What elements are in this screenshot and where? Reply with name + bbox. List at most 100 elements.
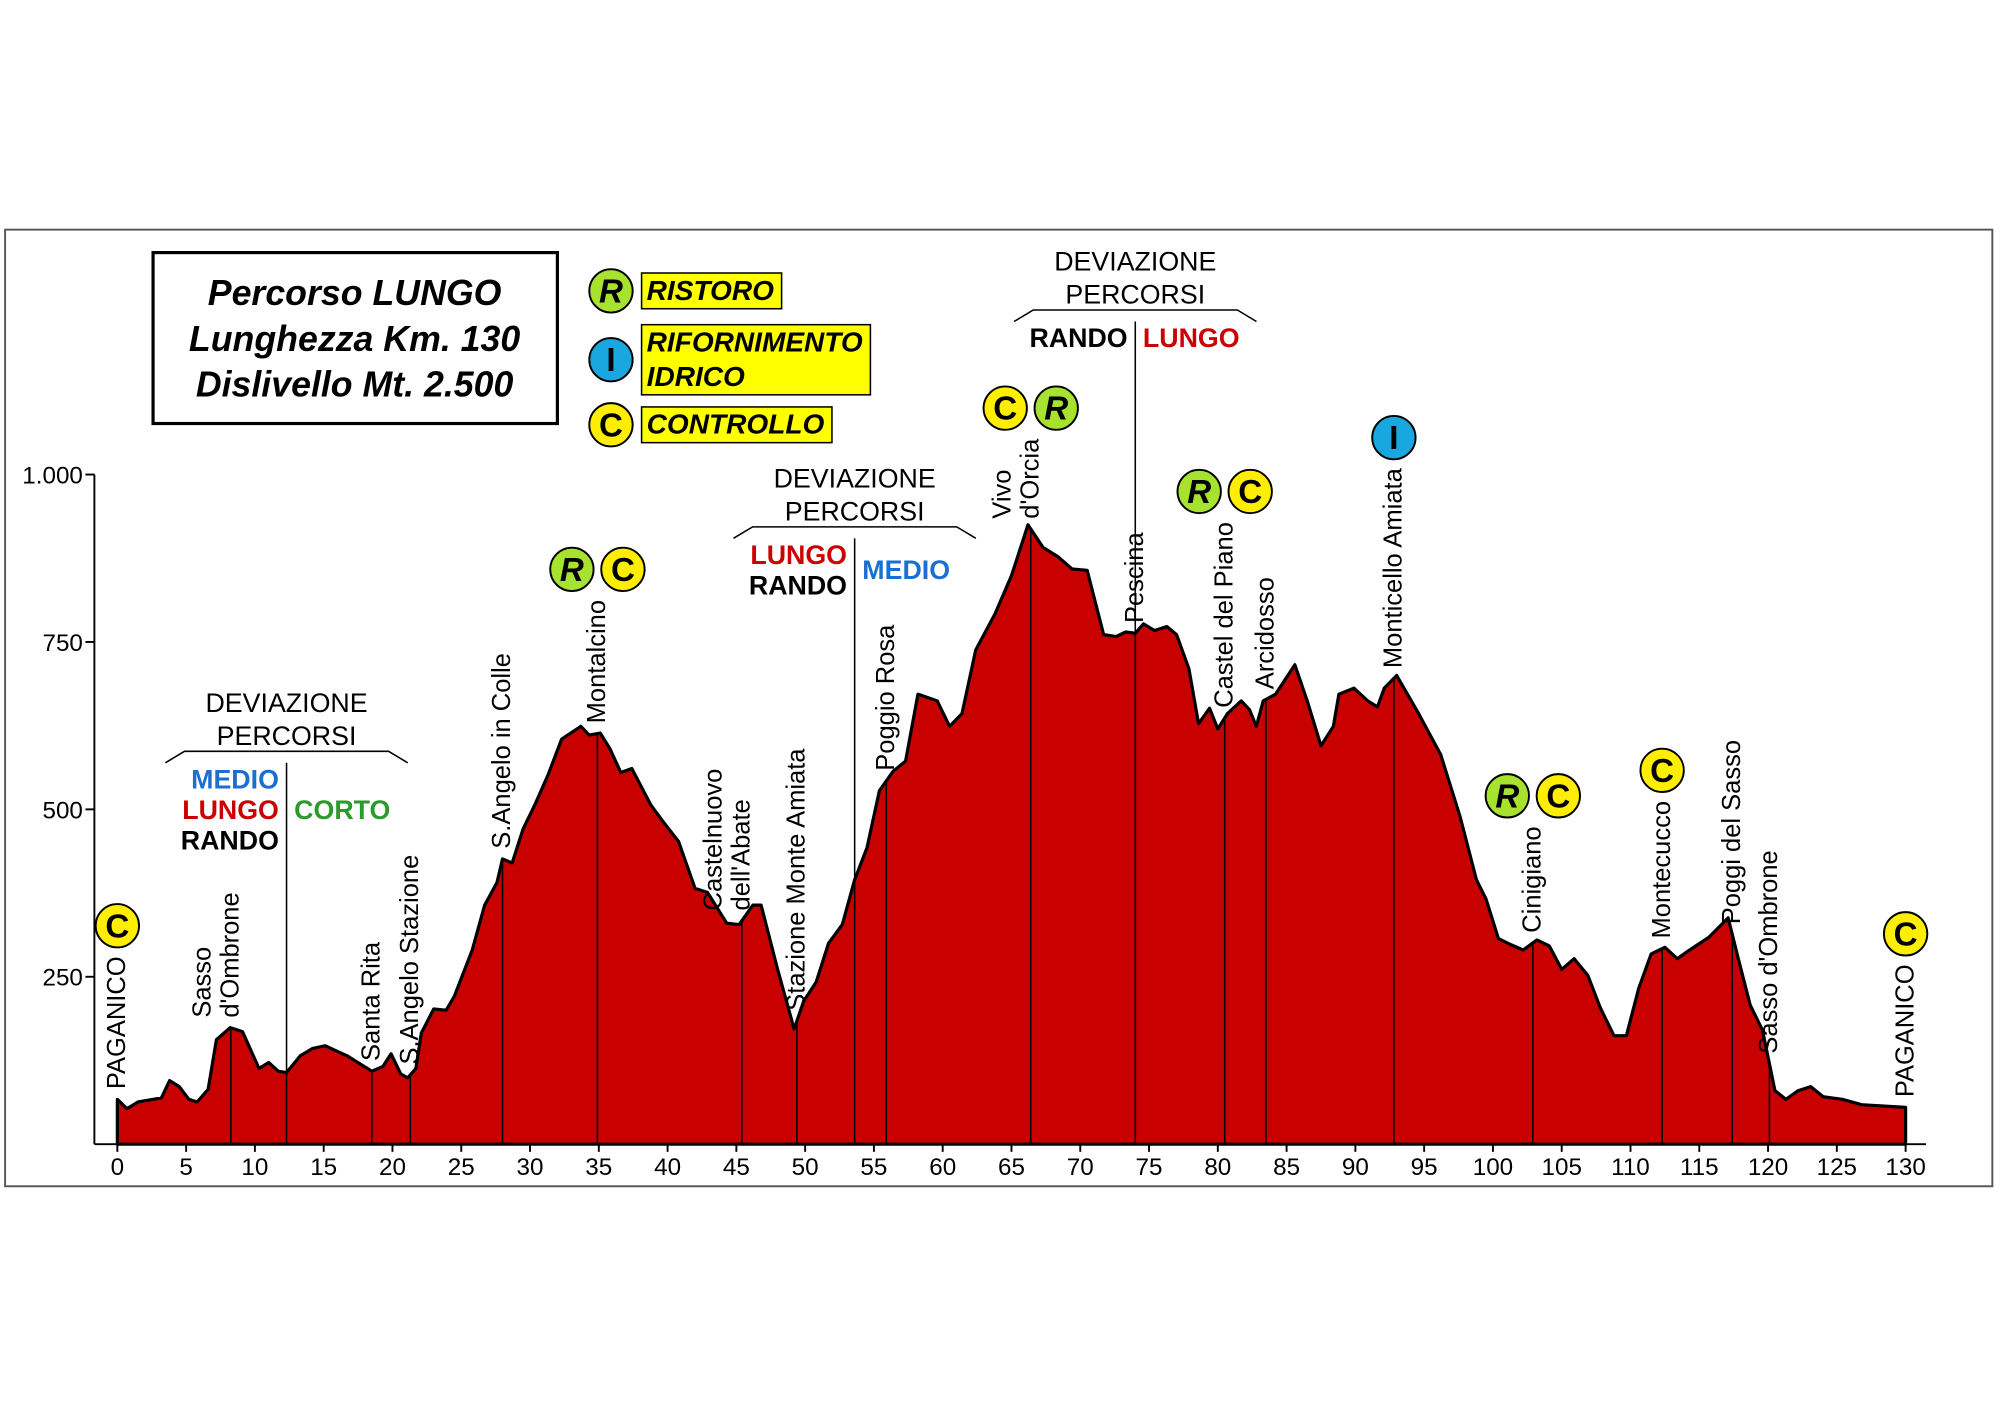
y-tick-label: 1.000 <box>22 462 83 489</box>
x-tick-label: 40 <box>654 1154 681 1181</box>
x-tick-label: 115 <box>1680 1154 1719 1181</box>
x-tick-label: 120 <box>1748 1154 1788 1181</box>
service-icon-letter: C <box>599 407 623 444</box>
legend-label: IDRICO <box>647 361 745 392</box>
x-tick-label: 90 <box>1342 1154 1369 1181</box>
service-icon-letter: C <box>611 552 635 589</box>
service-icon-letter: R <box>560 552 584 589</box>
x-tick-label: 15 <box>310 1154 337 1181</box>
service-icon <box>549 546 595 593</box>
info-line: Percorso LUNGO <box>208 273 502 313</box>
service-icon <box>982 385 1028 431</box>
legend-label: RIFORNIMENTO <box>647 326 863 357</box>
waypoint-label: Montecucco <box>1648 801 1676 939</box>
waypoint-label: Sasso d'Ombrone <box>1755 850 1783 1053</box>
waypoint-label: Sasso <box>188 947 216 1018</box>
x-tick-label: 30 <box>517 1154 544 1181</box>
waypoint-label: Castelnuovo <box>699 769 727 911</box>
route-label: MEDIO <box>191 764 279 794</box>
route-label: RANDO <box>1029 323 1127 353</box>
x-tick-label: 55 <box>860 1154 887 1181</box>
service-icon-letter: R <box>1187 474 1211 511</box>
service-icon-letter: I <box>606 342 615 379</box>
waypoint-label: Stazione Monte Amiata <box>783 748 811 1011</box>
x-tick-label: 125 <box>1817 1154 1857 1181</box>
legend-label: RISTORO <box>647 275 774 306</box>
info-box <box>151 251 559 426</box>
y-tick-label: 750 <box>42 630 82 657</box>
x-tick-label: 5 <box>179 1154 192 1181</box>
deviation-title: DEVIAZIONE <box>1054 246 1216 276</box>
info-line: Lunghezza Km. 130 <box>189 319 520 359</box>
waypoint-label: Cinigiano <box>1518 826 1546 932</box>
waypoint-label: S.Angelo Stazione <box>396 855 424 1065</box>
service-icon-letter: I <box>1389 420 1398 457</box>
deviation-title: PERCORSI <box>217 721 357 751</box>
service-icon-letter: C <box>1894 916 1918 953</box>
x-tick-label: 80 <box>1204 1154 1231 1181</box>
service-icon-letter: R <box>1495 778 1519 815</box>
y-tick-label: 500 <box>42 797 82 824</box>
route-label: CORTO <box>294 795 390 825</box>
x-tick-label: 25 <box>448 1154 475 1181</box>
x-tick-label: 75 <box>1136 1154 1163 1181</box>
x-tick-label: 70 <box>1067 1154 1094 1181</box>
x-tick-label: 60 <box>929 1154 956 1181</box>
deviation-title: PERCORSI <box>1065 280 1205 310</box>
service-icon <box>600 546 646 593</box>
service-icon <box>1033 385 1079 431</box>
service-icon-letter: C <box>105 908 129 945</box>
service-icon-letter: C <box>1650 753 1674 790</box>
service-icon <box>588 402 634 448</box>
service-icon-letter: C <box>1546 778 1570 815</box>
deviation-bracket <box>733 526 977 539</box>
x-tick-label: 20 <box>379 1154 406 1181</box>
waypoint-label: Poggio Rosa <box>872 624 900 771</box>
deviation-bracket <box>164 750 409 764</box>
service-icon-letter: R <box>599 273 623 310</box>
service-icon <box>588 268 634 314</box>
legend-label: CONTROLLO <box>647 409 825 440</box>
info-line: Dislivello Mt. 2.500 <box>196 365 514 405</box>
legend-box <box>640 323 872 396</box>
y-tick-label: 250 <box>42 965 82 992</box>
service-icon-letter: C <box>1238 474 1262 511</box>
x-tick-label: 110 <box>1611 1154 1650 1181</box>
x-tick-label: 35 <box>585 1154 612 1181</box>
deviation-title: PERCORSI <box>785 496 925 526</box>
route-label: LUNGO <box>750 540 847 570</box>
waypoint-label: d'Ombrone <box>216 892 244 1017</box>
x-tick-label: 50 <box>792 1154 819 1181</box>
route-label: RANDO <box>749 570 847 600</box>
x-tick-label: 130 <box>1885 1154 1925 1181</box>
legend-box <box>640 272 783 310</box>
route-label: RANDO <box>181 826 279 856</box>
service-icon <box>1535 773 1581 819</box>
x-tick-label: 100 <box>1473 1154 1513 1181</box>
waypoint-label: PAGANICO <box>103 956 131 1089</box>
waypoint-label: S.Angelo in Colle <box>488 653 516 849</box>
route-label: MEDIO <box>862 555 950 585</box>
service-icon <box>1639 747 1685 793</box>
x-tick-label: 105 <box>1542 1154 1582 1181</box>
deviation-bracket <box>1013 309 1257 323</box>
route-label: LUNGO <box>182 795 279 825</box>
waypoint-label: Santa Rita <box>357 941 385 1061</box>
service-icon <box>588 337 634 383</box>
service-icon <box>94 903 140 949</box>
x-tick-label: 10 <box>241 1154 268 1181</box>
x-tick-label: 95 <box>1411 1154 1438 1181</box>
frame <box>4 228 1994 1188</box>
x-tick-label: 65 <box>998 1154 1025 1181</box>
waypoint-label: PAGANICO <box>1891 964 1919 1097</box>
deviation-title: DEVIAZIONE <box>774 463 936 493</box>
waypoint-label: Vivo <box>988 470 1016 519</box>
waypoint-label: Monticello Amiata <box>1380 467 1408 668</box>
service-icon-letter: R <box>1044 391 1068 428</box>
deviation-title: DEVIAZIONE <box>205 688 367 718</box>
x-tick-label: 85 <box>1273 1154 1300 1181</box>
service-icon <box>1227 468 1273 515</box>
waypoint-label: Montalcino <box>583 600 611 723</box>
route-label: LUNGO <box>1143 323 1240 353</box>
